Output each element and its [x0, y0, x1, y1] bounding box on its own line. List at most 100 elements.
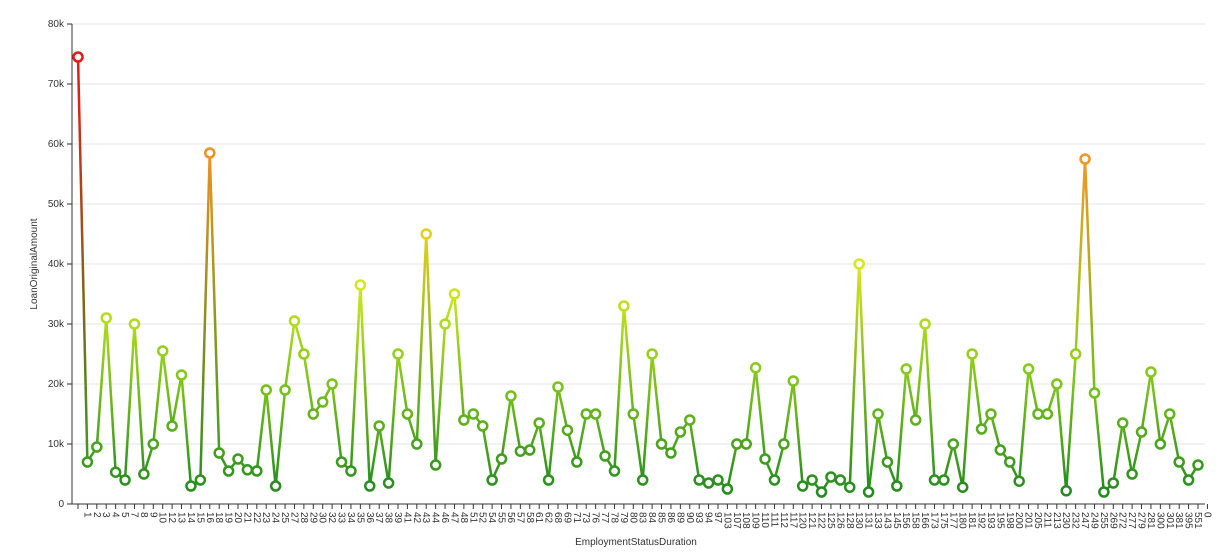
- point: [166, 420, 178, 432]
- point: [618, 300, 630, 312]
- x-tick-label: 34: [345, 512, 356, 524]
- point: [655, 438, 668, 450]
- point: [608, 465, 621, 477]
- line-segment: [415, 233, 428, 445]
- line-segment: [1027, 368, 1040, 415]
- point: [458, 414, 470, 426]
- x-tick-label: 1: [81, 512, 92, 518]
- line-segment: [302, 353, 315, 415]
- point: [1069, 348, 1082, 360]
- x-tick-label: 108: [740, 512, 751, 529]
- point: [1079, 153, 1091, 165]
- point: [796, 480, 809, 492]
- x-tick-label: 193: [985, 512, 996, 529]
- x-tick-label: 247: [1079, 512, 1090, 529]
- point: [119, 474, 131, 486]
- point: [316, 396, 329, 408]
- line-segment: [744, 367, 757, 445]
- point: [768, 474, 781, 486]
- x-tick-label: 122: [816, 512, 827, 529]
- x-tick-label: 43: [420, 512, 431, 524]
- point: [109, 466, 122, 478]
- x-tick-label: 281: [1145, 512, 1156, 529]
- line-segment: [773, 443, 786, 481]
- point: [213, 447, 225, 459]
- x-tick-label: 89: [674, 512, 685, 524]
- x-tick-label: 85: [656, 512, 667, 524]
- point: [392, 348, 404, 360]
- x-tick-label: 109: [750, 512, 761, 529]
- point: [505, 390, 517, 402]
- x-tick-label: 10: [157, 512, 168, 524]
- point: [1088, 387, 1101, 399]
- x-tick-label: 301: [1164, 512, 1175, 529]
- line-segment: [876, 413, 889, 463]
- x-tick-label: 54: [486, 512, 497, 524]
- x-tick-label: 121: [806, 512, 817, 529]
- point: [571, 456, 583, 468]
- line-segment: [726, 443, 739, 490]
- point: [495, 453, 508, 465]
- x-tick-label: 48: [458, 512, 469, 524]
- point: [373, 420, 385, 432]
- line-segment: [396, 353, 409, 415]
- line-segment: [208, 152, 221, 454]
- x-tick-label: 5: [119, 512, 130, 518]
- point: [731, 438, 743, 450]
- point: [81, 456, 94, 468]
- x-tick-label: 25: [279, 512, 290, 524]
- point: [909, 414, 922, 426]
- line-segment: [575, 413, 588, 463]
- line-segment: [1112, 422, 1124, 484]
- x-tick-label: 94: [703, 512, 714, 524]
- point: [420, 228, 432, 240]
- line-segment: [377, 425, 390, 484]
- line-segment: [509, 395, 522, 452]
- point: [1154, 438, 1167, 450]
- point: [975, 423, 988, 435]
- y-tick-label: 0: [58, 499, 64, 510]
- point: [401, 408, 414, 420]
- point: [1032, 408, 1044, 420]
- line-segment: [867, 413, 880, 493]
- point: [185, 480, 197, 492]
- line-segment: [782, 380, 795, 445]
- point: [335, 456, 348, 468]
- x-tick-label: 84: [646, 512, 657, 524]
- point: [589, 408, 602, 420]
- x-tick-label: 300: [1154, 512, 1165, 529]
- x-tick-label: 90: [684, 512, 695, 524]
- point: [448, 288, 461, 300]
- point: [778, 438, 790, 450]
- x-tick-label: 4: [110, 512, 121, 518]
- x-tick-label: 395: [1183, 512, 1194, 529]
- x-tick-label: 177: [947, 512, 958, 529]
- x-tick-label: 211: [1041, 512, 1052, 528]
- x-tick-label: 32: [326, 512, 337, 524]
- point: [712, 474, 724, 486]
- line-segment: [641, 353, 654, 481]
- x-tick-label: 55: [496, 512, 507, 524]
- x-tick-label: 156: [900, 512, 911, 529]
- point: [759, 453, 771, 465]
- point: [288, 315, 301, 327]
- line-segment: [180, 374, 193, 487]
- y-tick-label: 20k: [48, 379, 65, 390]
- line-segment: [895, 368, 908, 487]
- x-tick-label: 23: [260, 512, 271, 524]
- point: [844, 481, 856, 493]
- line-segment: [76, 56, 89, 463]
- line-segment: [1130, 431, 1143, 475]
- x-tick-label: 61: [533, 512, 544, 524]
- point: [156, 345, 169, 357]
- y-tick-label: 80k: [48, 19, 65, 30]
- point: [815, 486, 828, 498]
- line-segment: [848, 263, 861, 488]
- line-segment: [622, 305, 635, 415]
- point: [1013, 475, 1025, 487]
- x-tick-label: 551: [1192, 512, 1203, 529]
- point: [806, 474, 818, 486]
- point: [853, 258, 865, 270]
- line-segment: [989, 413, 1002, 451]
- point: [232, 453, 244, 465]
